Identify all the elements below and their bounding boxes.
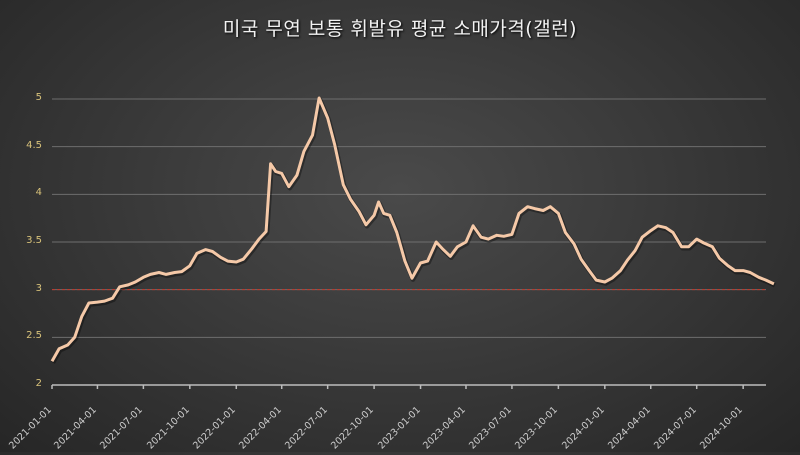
x-axis xyxy=(51,384,766,389)
y-tick-label: 5 xyxy=(35,92,42,103)
y-tick-label: 3 xyxy=(35,282,42,294)
chart-title: 미국 무연 보통 휘발유 평균 소매가격(갤런) xyxy=(222,18,578,40)
y-tick-label: 2 xyxy=(35,378,42,389)
y-tick-label: 4.5 xyxy=(26,139,42,151)
y-tick-label: 4 xyxy=(35,187,42,199)
y-tick-label: 3.5 xyxy=(26,235,42,246)
series-line-shadow xyxy=(51,97,776,364)
series-line xyxy=(50,96,775,362)
gridlines xyxy=(52,98,766,338)
y-tick-label: 2.5 xyxy=(26,330,42,342)
